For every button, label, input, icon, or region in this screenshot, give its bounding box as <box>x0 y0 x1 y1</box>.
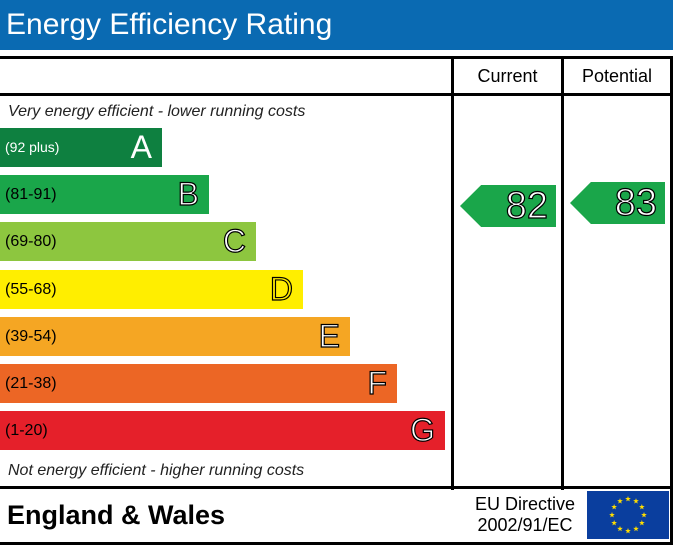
current-rating-value: 82 <box>505 185 548 227</box>
rating-frame <box>0 56 673 545</box>
header-divider <box>0 93 673 96</box>
potential-column-header: Potential <box>581 66 653 86</box>
band-c: (69-80) C <box>0 222 256 261</box>
band-a: (92 plus) A <box>0 128 162 167</box>
eu-star <box>639 520 645 526</box>
band-letter-label: B <box>177 175 200 212</box>
band-range-label: (92 plus) <box>5 139 60 155</box>
band-d: (55-68) D <box>0 270 303 309</box>
potential-column-divider <box>561 56 564 490</box>
eu-star <box>639 504 645 510</box>
footer-country: England & Wales <box>7 500 226 530</box>
band-b: (81-91) B <box>0 175 209 214</box>
eu-star <box>641 512 647 518</box>
eu-star <box>633 525 639 532</box>
eu-star <box>609 512 615 518</box>
eu-star <box>633 498 639 504</box>
band-letter-label: E <box>318 317 341 354</box>
eu-directive-line1: EU Directive <box>474 494 576 514</box>
eu-stars <box>609 496 647 534</box>
eu-flag-icon <box>587 491 669 539</box>
band-letter-label: C <box>222 222 246 259</box>
band-letter-label: G <box>410 411 436 448</box>
band-g: (1-20) G <box>0 411 445 450</box>
eu-directive-line2: 2002/91/EC <box>477 515 573 535</box>
band-letter-label: A <box>130 129 152 165</box>
band-range-label: (55-68) <box>5 281 57 298</box>
eu-directive: EU Directive 2002/91/EC <box>466 494 584 536</box>
footer-divider <box>0 486 673 489</box>
current-rating-arrow: 82 <box>460 185 556 227</box>
eu-star <box>617 525 623 532</box>
band-range-label: (81-91) <box>5 186 57 203</box>
current-column-divider <box>451 56 454 490</box>
band-e: (39-54) E <box>0 317 350 356</box>
chart-title: Energy Efficiency Rating <box>0 0 673 50</box>
band-letter-label: D <box>269 270 293 307</box>
band-range-label: (39-54) <box>5 328 57 345</box>
eu-star <box>611 504 617 510</box>
band-range-label: (21-38) <box>5 375 57 392</box>
band-range-label: (1-20) <box>5 422 48 439</box>
potential-rating-arrow: 83 <box>570 182 665 224</box>
potential-rating-value: 83 <box>614 182 657 224</box>
eu-star <box>625 528 631 534</box>
top-note: Very energy efficient - lower running co… <box>8 103 306 120</box>
eu-star <box>625 496 631 502</box>
current-column-header: Current <box>477 66 538 86</box>
eu-star <box>611 520 617 526</box>
bottom-note: Not energy efficient - higher running co… <box>8 462 305 479</box>
band-range-label: (69-80) <box>5 233 57 250</box>
eu-star <box>617 498 623 504</box>
band-letter-label: F <box>367 364 388 401</box>
band-f: (21-38) F <box>0 364 397 403</box>
